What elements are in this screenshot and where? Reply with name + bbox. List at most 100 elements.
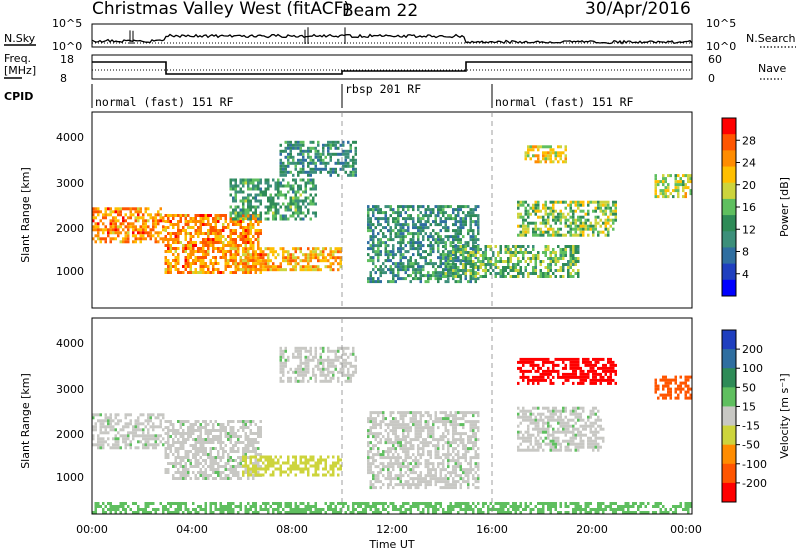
heatmap-cell [467,260,470,263]
heatmap-cell [572,218,575,222]
heatmap-cell [524,418,527,422]
heatmap-cell [279,247,282,251]
heatmap-cell [304,364,307,368]
heatmap-cell [92,413,95,417]
heatmap-cell [452,272,455,275]
heatmap-cell [457,214,460,218]
heatmap-cell [399,411,402,415]
heatmap-cell [274,265,277,269]
heatmap-cell [392,462,395,466]
heatmap-cell [177,471,180,474]
heatmap-cell [479,260,482,263]
heatmap-cell [164,214,167,217]
heatmap-cell [417,480,420,484]
heatmap-cell [474,453,477,457]
heatmap-cell [537,445,540,449]
heatmap-cell [247,265,250,269]
heatmap-cell [349,376,352,380]
heatmap-cell [257,244,260,247]
heatmap-cell [219,441,222,444]
heatmap-cell [474,245,477,248]
heatmap-cell [452,438,455,442]
heatmap-cell [419,280,422,284]
heatmap-cell [332,250,335,254]
heatmap-cell [414,411,417,415]
heatmap-cell [409,280,412,284]
heatmap-cell [222,477,225,480]
heatmap-cell [477,447,480,451]
heatmap-cell [427,262,430,266]
heatmap-cell [577,233,580,237]
heatmap-cell [329,358,332,362]
heatmap-cell [537,257,540,260]
heatmap-cell [564,424,567,428]
heatmap-cell [252,265,255,269]
heatmap-cell [332,358,335,362]
heatmap-cell [394,447,397,451]
heatmap-cell [254,196,257,200]
heatmap-cell [452,477,455,481]
heatmap-cell [182,444,185,447]
heatmap-cell [432,432,435,436]
heatmap-cell [209,241,212,244]
heatmap-cell [159,213,162,217]
heatmap-cell [562,212,565,216]
heatmap-cell [454,217,457,221]
heatmap-cell [147,219,150,223]
heatmap-cell [472,211,475,215]
heatmap-cell [192,432,195,435]
heatmap-cell [429,232,432,236]
heatmap-cell [167,432,170,435]
heatmap-cell [572,248,575,251]
heatmap-cell [324,256,327,260]
heatmap-cell [532,245,535,248]
heatmap-cell [152,413,155,417]
heatmap-cell [184,244,187,247]
heatmap-cell [442,477,445,481]
heatmap-cell [462,259,465,263]
heatmap-cell [389,474,392,478]
heatmap-cell [417,232,420,236]
heatmap-cell [554,257,557,260]
heatmap-cell [582,230,585,234]
heatmap-cell [524,200,527,204]
heatmap-cell [594,209,597,213]
heatmap-cell [429,417,432,421]
heatmap-cell [377,241,380,245]
heatmap-cell [424,208,427,212]
heatmap-cell [452,417,455,421]
heatmap-cell [227,453,230,456]
heatmap-cell [257,465,260,468]
heatmap-cell [239,181,242,185]
heatmap-cell [679,180,682,184]
heatmap-cell [289,470,292,474]
heatmap-cell [419,462,422,466]
heatmap-cell [519,266,522,269]
heatmap-cell [579,230,582,234]
heatmap-cell [462,217,465,221]
heatmap-cell [117,225,120,229]
heatmap-cell [447,269,450,272]
heatmap-cell [317,143,320,147]
heatmap-cell [554,409,557,413]
heatmap-cell [422,477,425,481]
heatmap-cell [534,448,537,452]
heatmap-cell [387,453,390,457]
heatmap-cell [409,471,412,475]
heatmap-cell [219,444,222,447]
heatmap-cell [457,459,460,463]
heatmap-cell [534,421,537,425]
heatmap-cell [434,268,437,272]
heatmap-cell [589,224,592,228]
nsearch-tick-top: 10^5 [706,17,736,30]
heatmap-cell [392,208,395,212]
heatmap-cell [299,346,302,350]
heatmap-cell [282,367,285,371]
heatmap-cell [129,207,132,211]
heatmap-cell [147,437,150,441]
heatmap-cell [582,224,585,228]
heatmap-cell [307,467,310,471]
heatmap-cell [189,247,192,250]
heatmap-cell [467,241,470,245]
